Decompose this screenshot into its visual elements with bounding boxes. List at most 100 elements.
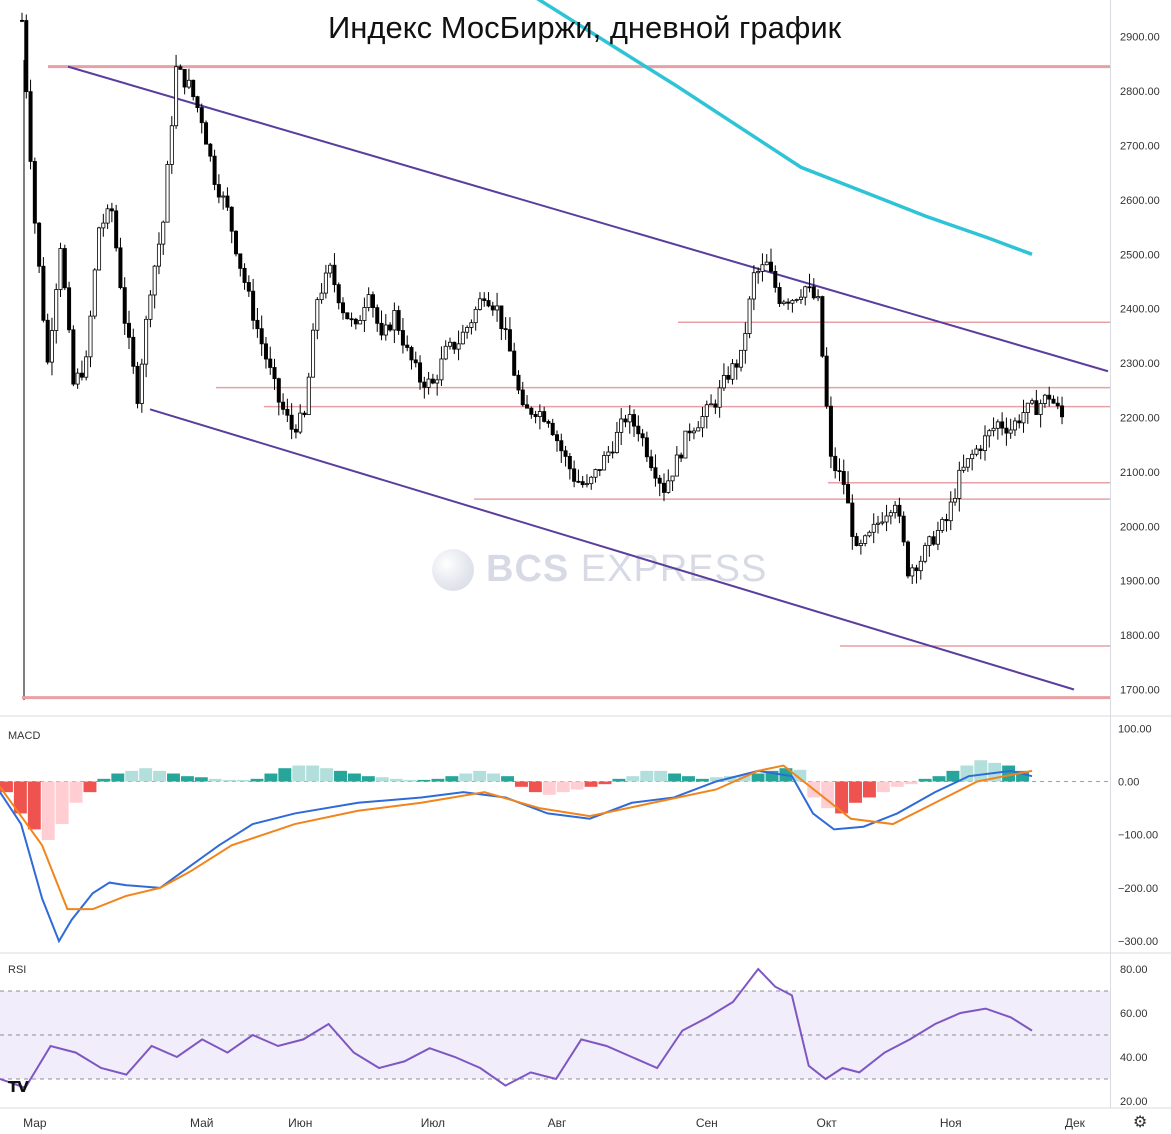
macd-histogram-bar: [598, 781, 612, 785]
candle-body: [580, 481, 585, 486]
candle-body: [456, 343, 461, 350]
candle-body: [816, 296, 821, 299]
macd-histogram-bar: [946, 770, 960, 782]
candle-body: [41, 265, 46, 321]
price-y-tick-label: 2800.00: [1120, 86, 1160, 98]
candle-body: [152, 265, 157, 296]
macd-histogram-bar: [821, 781, 835, 809]
candle-body: [195, 96, 200, 109]
macd-histogram-bar: [403, 779, 417, 782]
candle-body: [379, 322, 384, 336]
candle-body: [888, 512, 893, 517]
tradingview-logo-icon[interactable]: TV: [8, 1078, 29, 1096]
macd-histogram-bar: [612, 778, 626, 782]
candle-body: [443, 345, 448, 360]
candle-body: [884, 515, 889, 523]
candle-body: [486, 300, 491, 307]
candle-body: [216, 184, 221, 198]
candle-body: [657, 477, 662, 484]
candle-body: [670, 475, 675, 482]
candle-body: [165, 164, 170, 223]
macd-histogram-bar: [445, 776, 459, 782]
candle-body: [482, 298, 487, 301]
candle-body: [289, 414, 294, 430]
candle-body: [674, 454, 679, 477]
macd-histogram-bar: [626, 776, 640, 782]
candle-body: [820, 296, 825, 357]
gear-icon[interactable]: ⚙: [1133, 1112, 1148, 1131]
macd-histogram-bar: [292, 765, 306, 782]
candle-body: [109, 208, 114, 212]
candle-body: [640, 433, 645, 439]
candle-body: [148, 294, 153, 320]
candle-body: [957, 469, 962, 499]
candle-body: [935, 530, 940, 545]
rsi-y-tick-label: 40.00: [1120, 1052, 1148, 1064]
candle-body: [306, 376, 311, 416]
candle-body: [901, 515, 906, 543]
rsi-y-tick-label: 80.00: [1120, 964, 1148, 976]
macd-histogram-bar: [375, 777, 389, 782]
candle-body: [323, 272, 328, 294]
macd-histogram-bar: [473, 770, 487, 782]
macd-histogram-bar: [320, 768, 334, 782]
price-y-tick-label: 2900.00: [1120, 32, 1160, 44]
candle-body: [413, 359, 418, 364]
candle-body: [610, 451, 615, 454]
macd-histogram-bar: [0, 781, 13, 793]
x-tick-label: Ноя: [940, 1116, 962, 1130]
candle-body: [122, 287, 127, 324]
candle-body: [1047, 394, 1052, 400]
macd-histogram-bar: [264, 773, 278, 782]
candle-body: [212, 155, 217, 185]
price-y-tick-label: 2100.00: [1120, 467, 1160, 479]
candle-body: [208, 143, 213, 157]
candle-body: [931, 536, 936, 545]
candle-body: [756, 271, 761, 274]
macd-histogram-bar: [1002, 765, 1016, 782]
candle-body: [589, 476, 594, 485]
macd-y-tick-label: 0.00: [1118, 777, 1139, 789]
macd-histogram-bar: [793, 769, 807, 782]
candle-body: [721, 375, 726, 389]
x-tick-label: Авг: [548, 1116, 567, 1130]
candle-body: [619, 418, 624, 433]
candle-body: [666, 480, 671, 493]
candle-body: [233, 230, 238, 255]
macd-histogram-bar: [417, 779, 431, 782]
candle-body: [798, 296, 803, 300]
candle-body: [259, 328, 264, 345]
macd-histogram-bar: [41, 781, 55, 841]
candle-body: [1060, 405, 1065, 418]
candle-body: [54, 289, 59, 331]
x-tick-label: Мар: [23, 1116, 47, 1130]
macd-histogram-bar: [932, 776, 946, 782]
candle-body: [512, 350, 517, 376]
candle-body: [730, 363, 735, 380]
candle-body: [597, 469, 602, 471]
candle-body: [555, 434, 560, 442]
candle-body: [773, 270, 778, 288]
macd-histogram-bar: [83, 781, 97, 793]
candle-body: [340, 302, 345, 314]
candle-body: [743, 333, 748, 351]
x-tick-label: Сен: [696, 1116, 718, 1130]
candle-body: [507, 329, 512, 352]
candle-body: [328, 264, 333, 274]
candle-body: [178, 66, 183, 70]
candle-body: [24, 20, 29, 93]
candle-body: [691, 430, 696, 434]
candle-body: [1017, 420, 1022, 424]
candle-body: [790, 300, 795, 304]
candle-body: [918, 560, 923, 572]
macd-y-tick-label: −100.00: [1118, 830, 1158, 842]
candle-body: [893, 504, 898, 514]
macd-histogram-bar: [69, 781, 83, 803]
candle-body: [747, 298, 752, 334]
candle-body: [841, 471, 846, 485]
candle-body: [101, 222, 106, 229]
candle-body: [828, 405, 833, 457]
candle-body: [439, 358, 444, 381]
candle-body: [696, 427, 701, 432]
macd-histogram-bar: [640, 770, 654, 782]
